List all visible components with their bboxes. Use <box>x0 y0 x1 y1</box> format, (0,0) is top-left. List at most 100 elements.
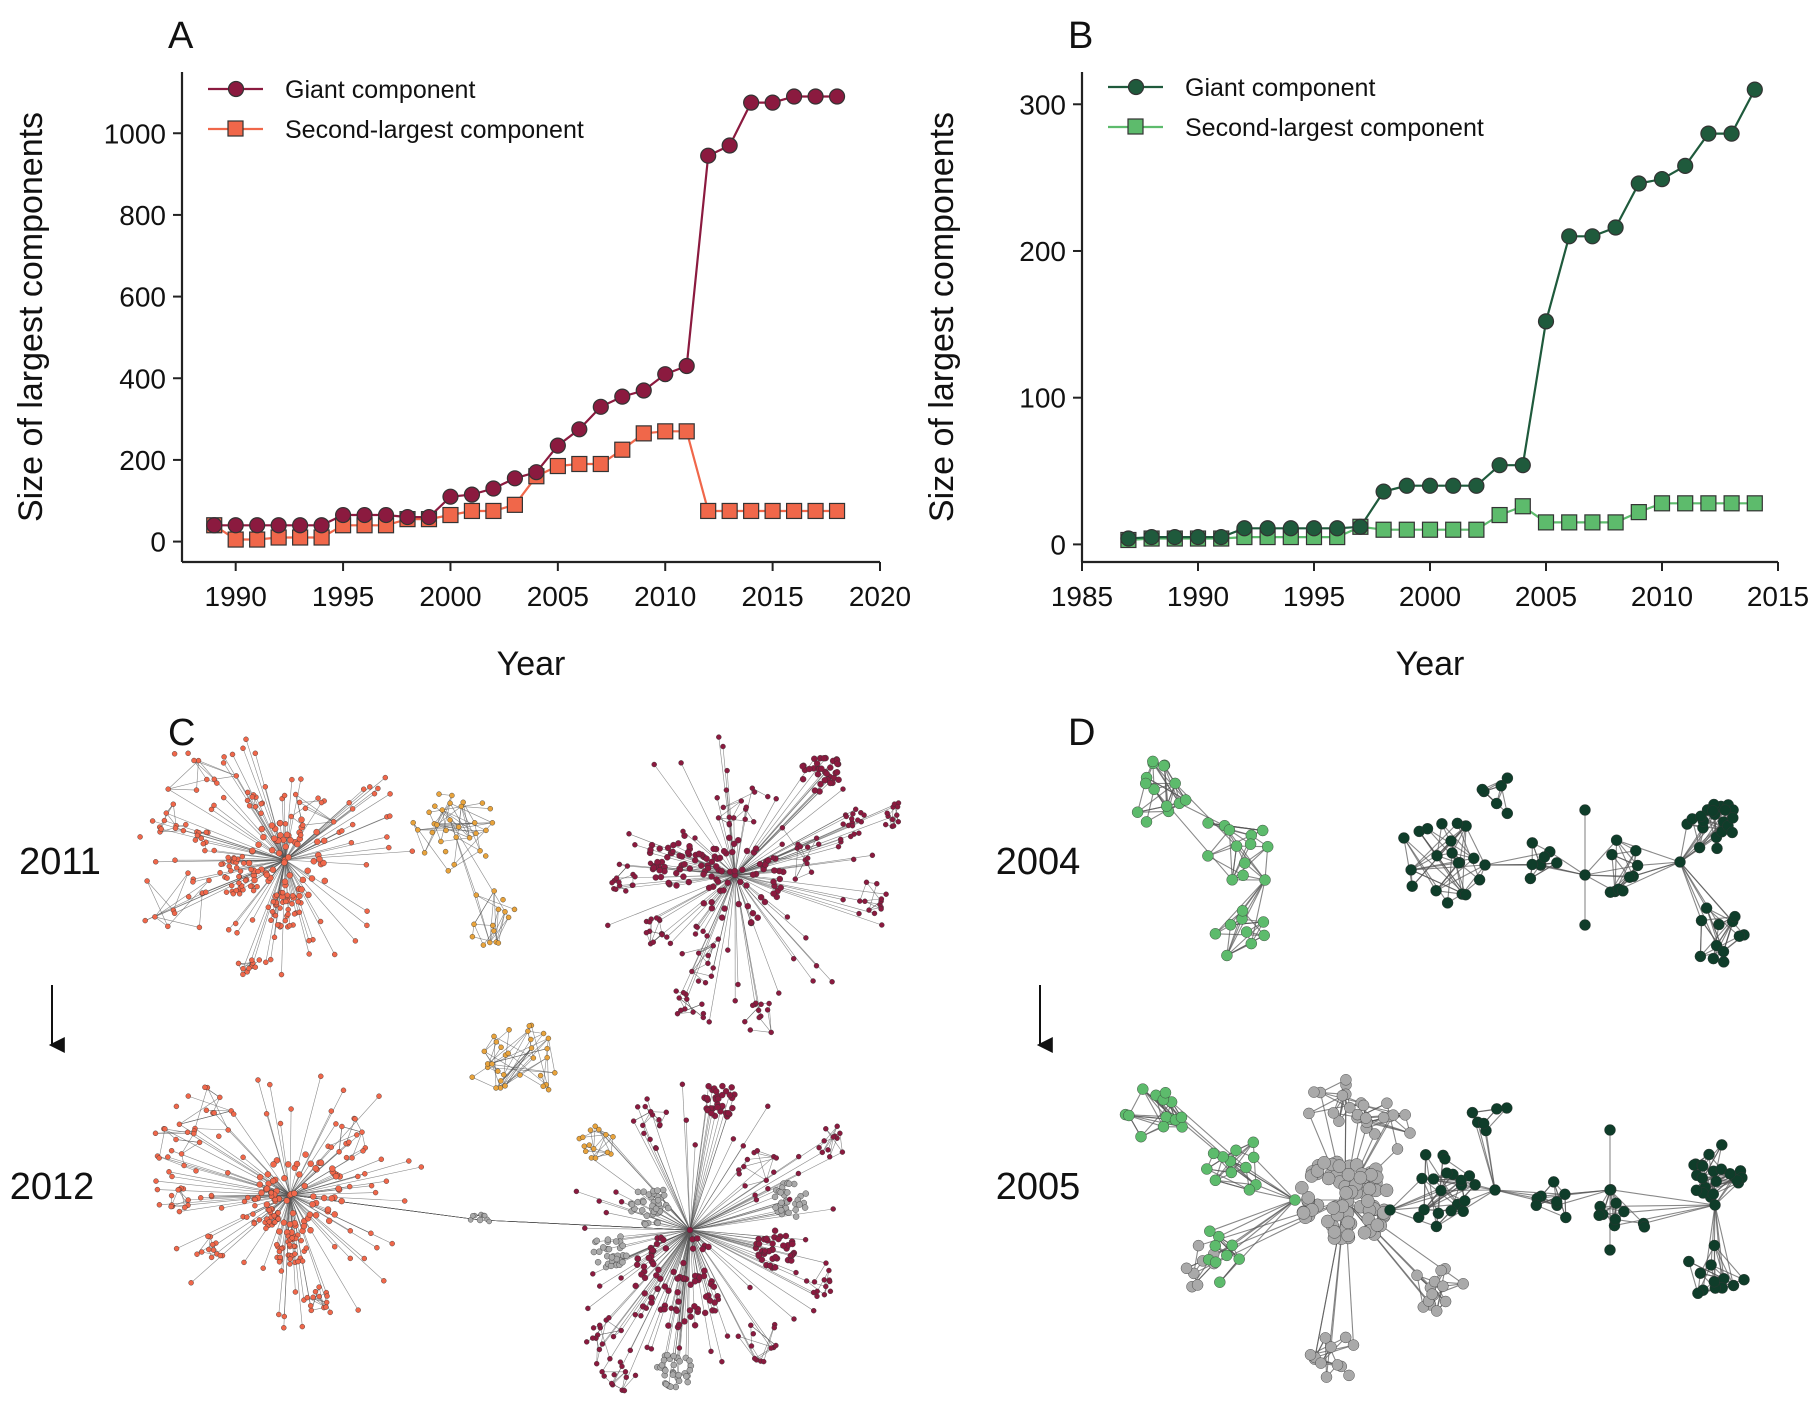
network-node <box>1726 826 1738 839</box>
network-node <box>1724 1168 1736 1180</box>
network-node <box>686 865 693 872</box>
network-edge <box>734 874 794 959</box>
chart-b-point-giant <box>1514 457 1531 474</box>
network-edge <box>734 841 841 876</box>
network-node <box>306 1211 314 1218</box>
network-node <box>1445 835 1457 847</box>
network-node <box>653 1145 659 1152</box>
network-edge <box>473 890 495 925</box>
network-node <box>545 1035 552 1042</box>
network-node <box>684 849 692 856</box>
network-edge <box>504 1047 532 1087</box>
network-node <box>225 1127 231 1133</box>
network-node <box>827 779 834 787</box>
chart-b-point-second <box>1746 495 1763 512</box>
chart-a-point-second <box>442 506 459 524</box>
network-edge <box>495 911 506 943</box>
network-edge <box>822 1126 838 1153</box>
network-node <box>308 875 316 882</box>
network-edge <box>193 760 208 780</box>
network-node <box>708 899 715 906</box>
network-edge <box>750 1325 752 1347</box>
network-node <box>808 869 815 875</box>
network-node <box>674 1289 681 1296</box>
network-node <box>702 1309 709 1317</box>
network-node <box>713 1088 720 1095</box>
network-edge <box>1549 851 1586 876</box>
network-node <box>685 878 692 886</box>
network-node <box>1339 1331 1352 1344</box>
network-node <box>632 1311 638 1318</box>
network-node <box>765 1103 771 1110</box>
network-node <box>573 1188 580 1195</box>
network-node <box>634 1261 641 1268</box>
network-node <box>1321 1171 1336 1186</box>
network-node <box>456 824 462 830</box>
network-edge <box>734 809 856 876</box>
network-node <box>648 1346 655 1352</box>
network-edge <box>685 874 736 995</box>
network-node <box>495 1068 501 1074</box>
network-edge <box>1142 1088 1164 1127</box>
network-node <box>1343 1369 1355 1382</box>
network-node <box>299 1258 306 1264</box>
chart-a-point-giant <box>700 147 717 164</box>
network-node <box>203 889 209 895</box>
chart-b-ytick-label: 100 <box>1019 383 1066 414</box>
network-node <box>193 787 200 793</box>
network-edge <box>289 1194 331 1313</box>
network-edge <box>487 1030 529 1065</box>
network-node <box>1710 1175 1722 1188</box>
network-node <box>208 1254 215 1261</box>
network-node <box>505 1050 511 1057</box>
network-edge <box>689 1209 783 1231</box>
network-edge <box>757 1150 767 1181</box>
network-node <box>804 860 810 867</box>
network-node <box>665 1322 672 1329</box>
network-node <box>765 1185 771 1192</box>
network-node <box>315 795 321 801</box>
network-edge <box>289 1192 376 1196</box>
network-node <box>803 1278 810 1284</box>
network-edge <box>159 1194 291 1206</box>
network-node <box>700 928 706 934</box>
network-node <box>814 771 822 778</box>
network-node <box>1209 1256 1222 1268</box>
network-node <box>757 894 765 901</box>
network-edge <box>689 1116 728 1231</box>
network-c-2011 <box>137 734 902 1036</box>
network-node <box>272 912 279 919</box>
network-node <box>240 745 246 751</box>
network-node <box>628 1201 636 1208</box>
network-node <box>280 889 286 896</box>
network-node <box>650 864 657 871</box>
network-node <box>251 1220 257 1227</box>
network-node <box>245 859 253 867</box>
chart-b-point-giant <box>1352 518 1369 535</box>
chart-b-point-giant <box>1677 157 1694 174</box>
network-node <box>387 813 393 819</box>
network-node <box>1370 1218 1385 1232</box>
network-node <box>1560 1211 1572 1224</box>
network-node <box>687 1313 694 1320</box>
network-node <box>1430 1305 1443 1317</box>
network-edge <box>670 874 736 944</box>
network-node <box>805 855 811 861</box>
network-node <box>332 951 338 958</box>
network-node <box>168 1192 175 1199</box>
network-node <box>675 1298 682 1305</box>
network-node <box>747 1284 753 1291</box>
network-node <box>1319 1332 1332 1344</box>
network-edge <box>689 1111 721 1231</box>
network-node <box>360 1148 366 1154</box>
network-node <box>647 1136 653 1143</box>
network-node <box>826 1267 832 1274</box>
network-node <box>810 1289 817 1296</box>
network-edge <box>289 1076 322 1196</box>
network-edge <box>598 1129 612 1155</box>
network-node <box>312 1288 319 1295</box>
network-node <box>705 1243 712 1251</box>
network-edge <box>199 893 203 928</box>
network-node <box>1501 1102 1513 1114</box>
chart-b-point-second <box>1630 504 1647 521</box>
